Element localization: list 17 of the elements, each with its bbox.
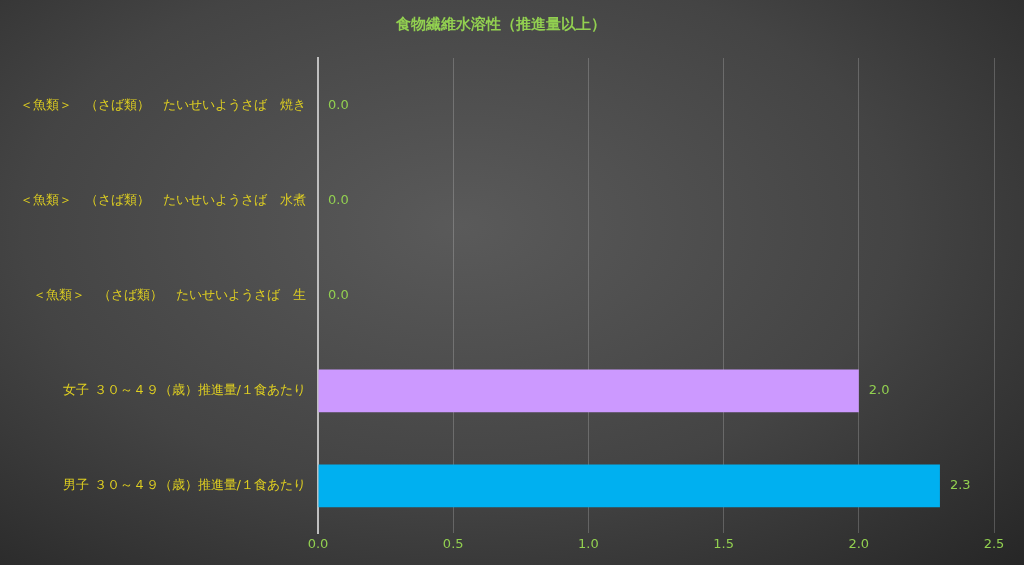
data-label: 2.3 xyxy=(949,477,971,493)
x-tick-label: 2.5 xyxy=(983,535,1005,551)
x-tick-label: 0.0 xyxy=(307,535,329,551)
y-tick-label: ＜魚類＞ （さば類） たいせいようさば 生 xyxy=(33,287,306,303)
x-tick-label: 1.5 xyxy=(713,535,734,551)
x-tick-label: 0.5 xyxy=(442,535,464,551)
data-label: 2.0 xyxy=(868,382,890,398)
data-label: 0.0 xyxy=(328,287,349,303)
x-tick-label: 1.0 xyxy=(578,535,599,551)
y-tick-label: 女子 ３０～４９（歳）推進量/１食あたり xyxy=(63,382,306,398)
data-label: 0.0 xyxy=(328,191,349,207)
y-tick-label: 男子 ３０～４９（歳）推進量/１食あたり xyxy=(63,477,306,493)
x-tick-label: 2.0 xyxy=(848,535,870,551)
data-label: 0.0 xyxy=(328,96,349,112)
chart-title: 食物繊維水溶性（推進量以上） xyxy=(395,14,606,33)
y-tick-label: ＜魚類＞ （さば類） たいせいようさば 焼き xyxy=(20,96,306,112)
y-tick-label: ＜魚類＞ （さば類） たいせいようさば 水煮 xyxy=(20,191,306,207)
